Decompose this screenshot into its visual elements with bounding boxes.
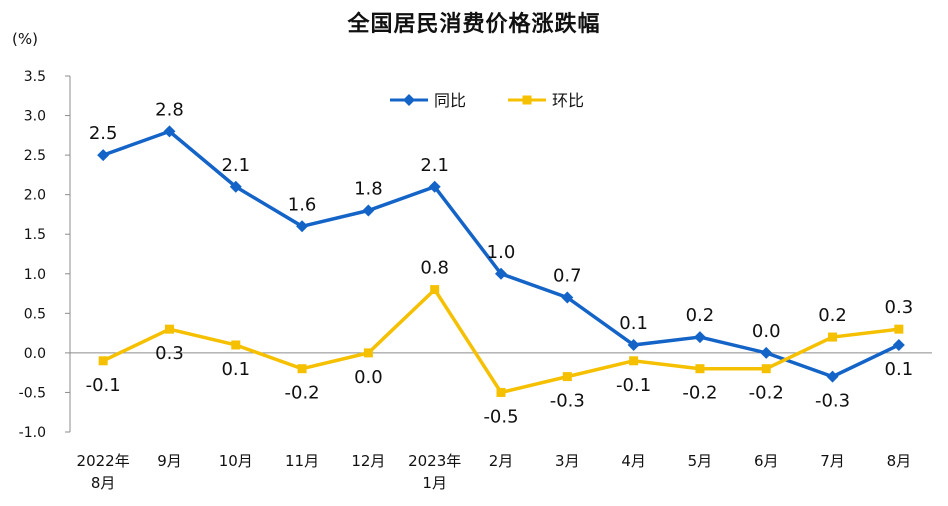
data-point-yoy [693, 331, 706, 344]
data-label-mom: 0.8 [420, 258, 449, 279]
data-label-mom: -0.5 [483, 406, 518, 427]
data-point-yoy [163, 125, 176, 138]
x-tick-label: 10月 [219, 452, 253, 470]
data-label-yoy: 1.8 [354, 178, 383, 199]
x-tick-label: 11月 [285, 452, 319, 470]
data-label-yoy: -0.3 [815, 391, 850, 412]
data-point-mom [496, 387, 506, 397]
data-label-yoy: 2.1 [420, 155, 449, 176]
data-label-yoy: 1.0 [487, 242, 516, 263]
data-label-yoy: 1.6 [288, 194, 317, 215]
data-point-yoy [561, 291, 574, 304]
data-label-mom: -0.1 [86, 375, 121, 396]
data-point-mom [363, 348, 373, 358]
data-point-yoy [495, 267, 507, 280]
x-tick-label: 9月 [157, 452, 182, 470]
x-tick-label: 2022年 [77, 452, 130, 470]
x-tick-label: 12月 [351, 452, 385, 470]
y-tick-label: -1.0 [19, 425, 46, 441]
y-tick-label: 1.5 [24, 227, 46, 243]
data-label-yoy: 0.1 [619, 313, 648, 334]
y-tick-label: 3.5 [24, 69, 46, 85]
y-tick-label: 3.0 [24, 109, 46, 125]
data-label-yoy: 0.0 [752, 321, 781, 342]
data-label-mom: -0.2 [285, 383, 320, 404]
data-point-mom [98, 356, 108, 366]
data-point-yoy [760, 346, 773, 359]
data-label-yoy: 0.7 [553, 266, 582, 287]
data-label-yoy: 0.2 [686, 305, 715, 326]
x-tick-label: 3月 [555, 452, 580, 470]
y-tick-label: 1.0 [24, 267, 46, 283]
data-label-yoy: 2.5 [89, 123, 118, 144]
data-point-mom [761, 364, 771, 374]
data-point-yoy [826, 370, 839, 383]
data-label-mom: -0.2 [749, 383, 784, 404]
data-point-yoy [428, 180, 441, 193]
data-point-mom [828, 332, 838, 342]
data-label-mom: -0.1 [616, 375, 651, 396]
data-label-mom: 0.1 [221, 359, 250, 380]
data-point-yoy [229, 180, 242, 193]
data-point-yoy [892, 338, 905, 351]
y-tick-label: -0.5 [19, 385, 46, 401]
x-tick-label: 4月 [621, 452, 646, 470]
x-tick-label: 8月 [91, 474, 116, 492]
x-tick-label: 6月 [754, 452, 779, 470]
x-tick-label: 8月 [887, 452, 912, 470]
data-label-yoy: 2.8 [155, 99, 184, 120]
data-point-mom [164, 324, 174, 334]
legend-marker-mom [522, 95, 532, 105]
data-point-mom [231, 340, 241, 350]
y-tick-label: 2.5 [24, 148, 46, 164]
legend-label-mom: 环比 [552, 91, 584, 110]
y-tick-label: 0.5 [24, 306, 46, 322]
data-label-mom: 0.3 [155, 343, 184, 364]
legend-marker-yoy [403, 94, 415, 106]
data-point-yoy [296, 220, 309, 233]
data-label-yoy: 2.1 [221, 155, 250, 176]
data-point-mom [695, 364, 705, 374]
data-point-yoy [97, 149, 110, 162]
x-tick-label: 2月 [489, 452, 514, 470]
data-point-mom [629, 356, 639, 366]
x-tick-label: 7月 [820, 452, 845, 470]
data-label-mom: 0.3 [885, 297, 914, 318]
x-tick-label: 5月 [688, 452, 713, 470]
data-label-mom: 0.2 [818, 305, 847, 326]
x-tick-label: 2023年 [408, 452, 461, 470]
data-point-mom [430, 285, 440, 295]
data-label-yoy: 0.1 [885, 359, 914, 380]
chart-title: 全国居民消费价格涨跌幅 [347, 12, 601, 37]
data-point-yoy [627, 338, 640, 351]
y-axis-unit: (%) [12, 30, 38, 48]
y-tick-label: 0.0 [24, 346, 46, 362]
data-point-mom [562, 372, 572, 382]
data-label-mom: 0.0 [354, 367, 383, 388]
x-tick-label: 1月 [422, 474, 447, 492]
data-label-mom: -0.2 [682, 383, 717, 404]
legend-label-yoy: 同比 [434, 91, 466, 110]
data-point-yoy [362, 204, 375, 217]
data-point-mom [297, 364, 307, 374]
y-tick-label: 2.0 [24, 188, 46, 204]
data-label-mom: -0.3 [550, 391, 585, 412]
data-point-mom [894, 324, 904, 334]
